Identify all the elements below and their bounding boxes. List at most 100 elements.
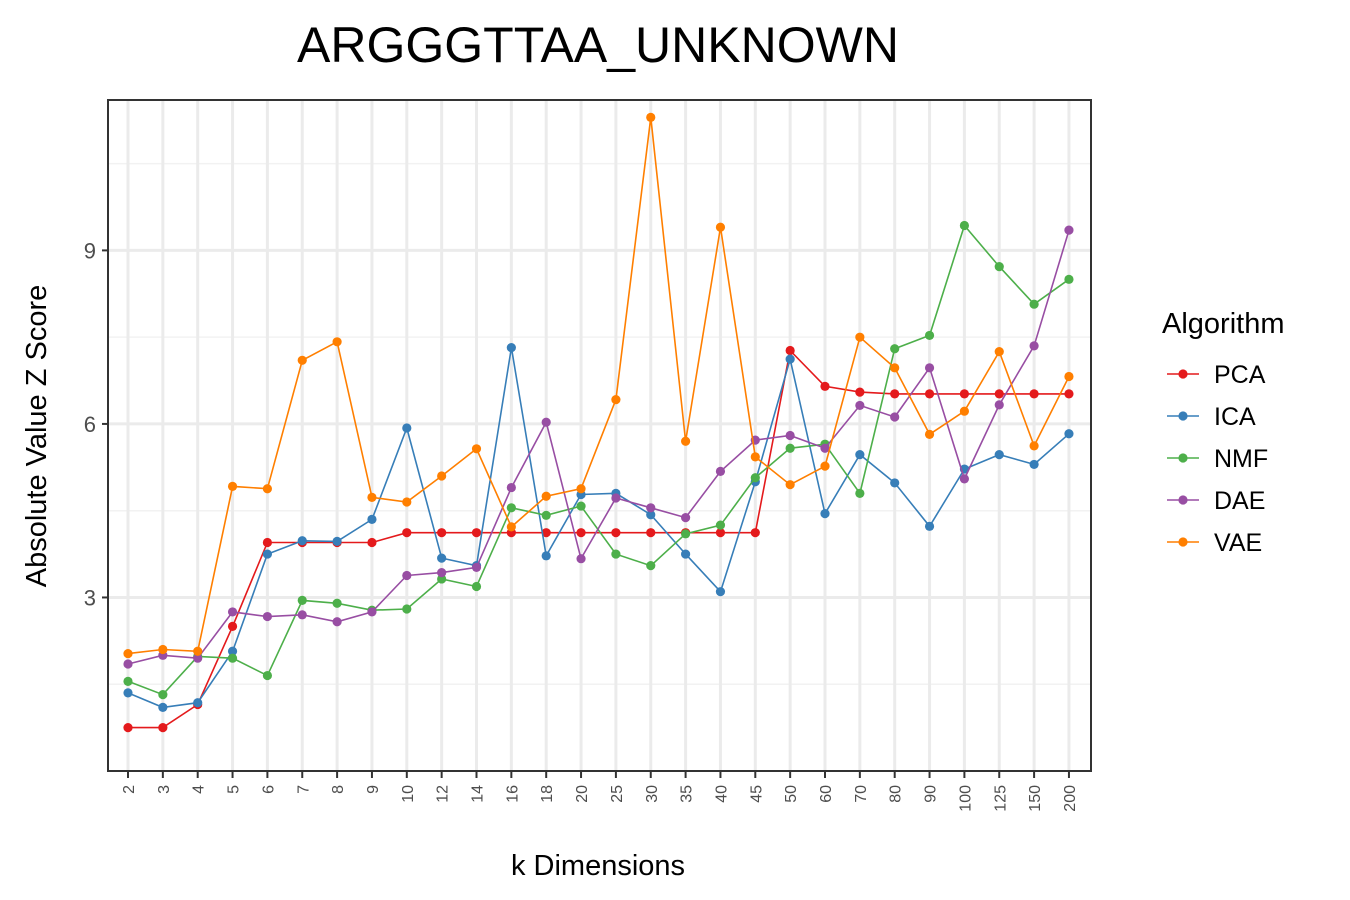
point-ica (227, 646, 238, 656)
point-vae (471, 444, 482, 454)
point-ica (437, 553, 447, 563)
point-vae (437, 471, 447, 481)
legend-label-nmf: NMF (1214, 445, 1268, 473)
point-ica (193, 698, 203, 708)
point-dae (437, 567, 447, 578)
point-pca (890, 389, 900, 399)
x-tick-label: 90 (923, 785, 940, 803)
point-ica (297, 536, 307, 546)
x-tick-label: 150 (1027, 785, 1044, 812)
point-dae (715, 466, 726, 476)
point-ica (367, 514, 377, 524)
x-tick-label: 60 (818, 785, 835, 803)
point-nmf (123, 676, 133, 686)
point-pca (750, 528, 760, 538)
point-pca (855, 387, 865, 397)
point-dae (890, 412, 900, 422)
point-nmf (158, 690, 168, 700)
point-ica (123, 688, 133, 698)
x-tick-label: 40 (713, 785, 730, 803)
point-pca (994, 389, 1004, 399)
point-nmf (576, 501, 586, 511)
y-tick-label: 9 (84, 238, 96, 263)
point-vae (715, 222, 726, 232)
x-axis-label: k Dimensions (511, 850, 685, 882)
point-pca (959, 389, 970, 399)
point-vae (541, 491, 551, 501)
plot-panel-border (107, 99, 1092, 772)
series-line-pca (128, 348, 1069, 729)
x-tick-label: 20 (574, 785, 591, 803)
legend-key-point-pca (1178, 369, 1188, 379)
point-ica (262, 549, 272, 559)
x-tick-label: 3 (156, 785, 173, 794)
point-vae (890, 363, 900, 373)
y-tick-label: 3 (84, 585, 96, 610)
x-tick-label: 16 (504, 785, 521, 803)
point-pca (471, 528, 482, 538)
point-pca (367, 537, 377, 548)
point-vae (123, 648, 133, 659)
point-dae (1064, 225, 1074, 235)
point-dae (332, 617, 342, 627)
point-pca (820, 381, 830, 391)
point-ica (890, 478, 900, 488)
legend-label-ica: ICA (1214, 403, 1256, 431)
point-dae (959, 474, 970, 484)
series-line-ica (127, 347, 1070, 709)
point-nmf (785, 443, 795, 453)
point-ica (541, 551, 551, 561)
point-ica (924, 521, 935, 531)
x-tick-label: 5 (226, 785, 243, 794)
legend-title: Algorithm (1162, 308, 1285, 340)
point-pca (437, 528, 447, 538)
x-tick-label: 12 (435, 785, 452, 803)
point-pca (123, 723, 133, 733)
point-dae (576, 554, 586, 564)
y-axis: 3 6 9 (84, 238, 108, 610)
point-dae (785, 430, 795, 441)
point-dae (262, 611, 272, 622)
legend-items: PCA ICA NMF DAE VAE (1167, 361, 1268, 557)
x-tick-label: 18 (539, 785, 556, 803)
point-dae (1029, 341, 1039, 351)
point-pca (262, 537, 272, 548)
x-tick-label: 70 (853, 785, 870, 803)
point-dae (541, 417, 551, 427)
point-dae (611, 493, 621, 503)
series-line-vae (127, 117, 1070, 655)
point-pca (611, 528, 621, 538)
x-tick-label: 50 (783, 785, 800, 803)
point-vae (681, 436, 691, 446)
point-pca (924, 389, 935, 399)
point-nmf (471, 581, 482, 592)
point-nmf (506, 503, 516, 513)
legend-key-point-dae (1178, 495, 1188, 505)
x-tick-label: 6 (260, 785, 277, 794)
legend-key-point-nmf (1178, 453, 1188, 463)
point-nmf (402, 604, 412, 614)
point-ica (402, 423, 412, 433)
point-nmf (959, 220, 970, 231)
point-ica (506, 342, 516, 353)
point-vae (924, 429, 935, 439)
x-tick-label: 25 (609, 785, 626, 803)
x-tick-label: 8 (330, 785, 347, 794)
x-tick-label: 9 (365, 785, 382, 794)
point-nmf (332, 598, 342, 608)
point-ica (785, 354, 795, 364)
legend-label-vae: VAE (1214, 529, 1262, 557)
point-vae (855, 332, 865, 342)
point-pca (158, 723, 168, 733)
x-tick-label: 2 (121, 785, 138, 794)
point-pca (576, 528, 586, 538)
point-nmf (924, 330, 935, 341)
point-dae (471, 562, 482, 572)
point-dae (855, 400, 865, 411)
point-dae (227, 607, 238, 617)
point-nmf (227, 653, 238, 663)
point-nmf (1029, 299, 1039, 309)
point-nmf (262, 670, 272, 681)
x-tick-label: 45 (748, 785, 765, 803)
